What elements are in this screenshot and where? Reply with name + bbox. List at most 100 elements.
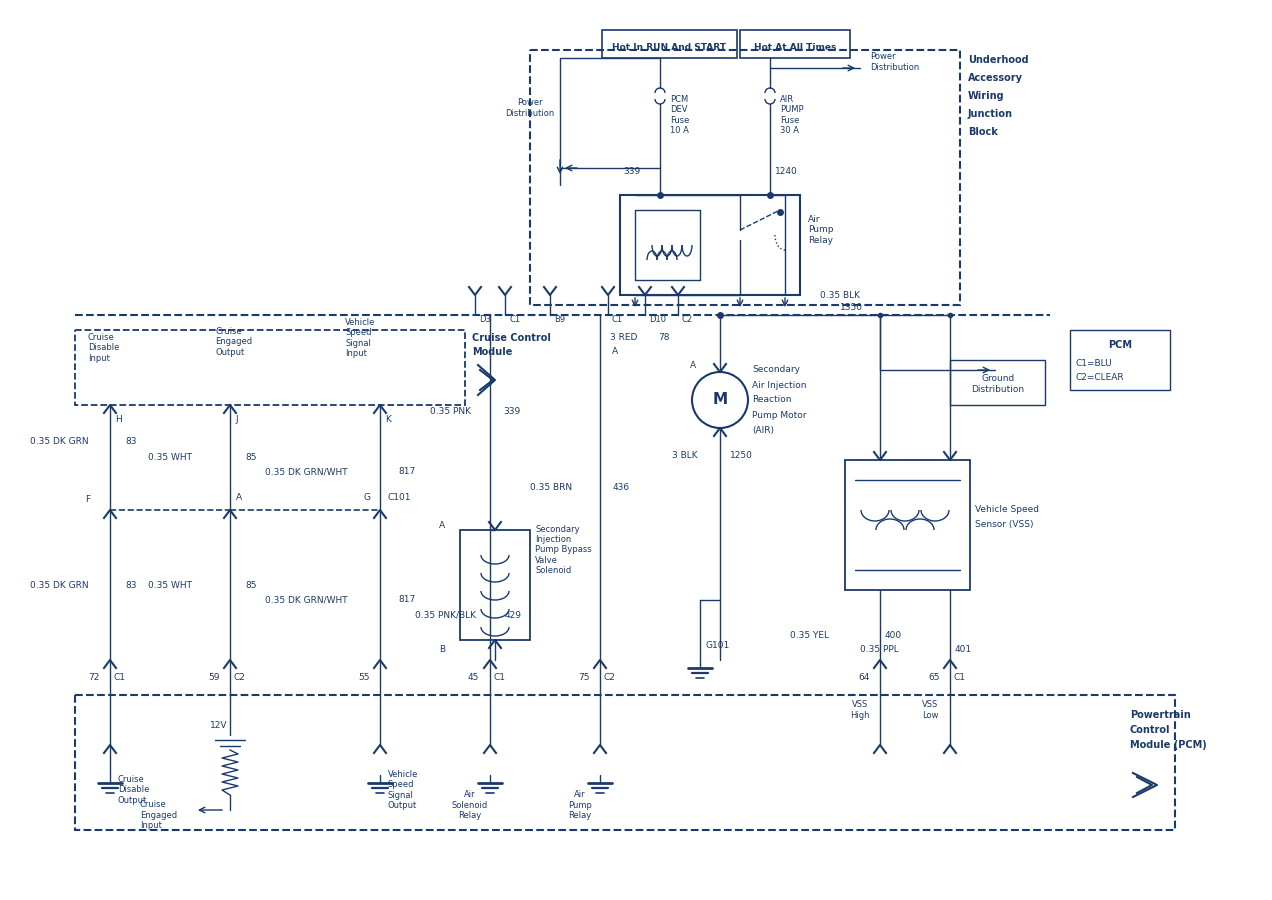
Text: 0.35 DK GRN/WHT: 0.35 DK GRN/WHT [265, 467, 347, 476]
Text: A: A [689, 361, 696, 370]
Text: B: B [439, 645, 445, 654]
Text: D3: D3 [480, 316, 491, 325]
Text: 817: 817 [398, 467, 415, 476]
Text: PCM
DEV
Fuse
10 A: PCM DEV Fuse 10 A [670, 95, 689, 135]
Text: Power
Distribution: Power Distribution [870, 52, 920, 72]
Text: Power
Distribution: Power Distribution [505, 98, 555, 118]
Text: C2: C2 [604, 673, 616, 682]
Text: 429: 429 [505, 610, 522, 619]
Text: (AIR): (AIR) [752, 426, 773, 435]
Text: 78: 78 [658, 332, 669, 341]
Text: 0.35 WHT: 0.35 WHT [148, 453, 192, 462]
Text: Cruise
Disable
Input: Cruise Disable Input [88, 333, 120, 363]
Text: 0.35 PPL: 0.35 PPL [860, 645, 899, 654]
Text: Cruise
Engaged
Input: Cruise Engaged Input [140, 800, 177, 830]
Text: 0.35 YEL: 0.35 YEL [790, 631, 829, 640]
Text: 0.35 BLK: 0.35 BLK [820, 291, 860, 300]
Text: Secondary
Injection
Pump Bypass
Valve
Solenoid: Secondary Injection Pump Bypass Valve So… [536, 525, 591, 575]
Text: Cruise
Engaged
Output: Cruise Engaged Output [215, 327, 252, 357]
Text: 3 RED: 3 RED [611, 332, 637, 341]
Text: C2=CLEAR: C2=CLEAR [1075, 374, 1123, 382]
Text: 0.35 WHT: 0.35 WHT [148, 580, 192, 590]
Text: J: J [235, 415, 238, 424]
Text: Reaction: Reaction [752, 395, 791, 404]
Text: C1: C1 [509, 316, 520, 325]
Text: 0.35 BRN: 0.35 BRN [530, 482, 572, 491]
Text: Module: Module [472, 347, 513, 357]
Text: 64: 64 [859, 673, 869, 682]
Bar [75, 330, 466, 405]
Text: 401: 401 [955, 645, 972, 654]
Text: 3 BLK: 3 BLK [672, 451, 697, 460]
Text: VSS
High: VSS High [850, 700, 870, 720]
Bar [845, 460, 971, 590]
Bar [75, 695, 1175, 830]
Text: Hot In RUN And START: Hot In RUN And START [612, 42, 726, 51]
Text: 0.35 DK GRN: 0.35 DK GRN [31, 437, 89, 446]
Text: 1240: 1240 [775, 167, 798, 176]
Text: Air
Pump
Relay: Air Pump Relay [808, 215, 833, 245]
Text: F: F [85, 496, 90, 505]
Text: PCM: PCM [1108, 340, 1132, 350]
Text: C1: C1 [114, 673, 126, 682]
Text: 0.35 PNK: 0.35 PNK [430, 408, 471, 417]
Text: Ground
Distribution: Ground Distribution [972, 374, 1024, 393]
Bar [602, 30, 736, 58]
Text: C2: C2 [234, 673, 245, 682]
Text: 59: 59 [209, 673, 220, 682]
Text: Cruise Control: Cruise Control [472, 333, 551, 343]
Bar [950, 360, 1046, 405]
Text: 0.35 DK GRN/WHT: 0.35 DK GRN/WHT [265, 596, 347, 605]
Text: 65: 65 [929, 673, 940, 682]
Text: Wiring: Wiring [968, 91, 1005, 101]
Text: AIR
PUMP
Fuse
30 A: AIR PUMP Fuse 30 A [780, 95, 804, 135]
Text: 1250: 1250 [730, 451, 753, 460]
Text: Vehicle
Speed
Signal
Input: Vehicle Speed Signal Input [345, 318, 375, 358]
Text: Vehicle Speed: Vehicle Speed [976, 506, 1039, 515]
Text: Block: Block [968, 127, 997, 137]
Text: A: A [612, 346, 618, 356]
Text: Cruise
Disable
Output: Cruise Disable Output [118, 775, 149, 805]
Text: 436: 436 [613, 482, 630, 491]
Text: B9: B9 [555, 316, 565, 325]
Text: 339: 339 [502, 408, 520, 417]
Text: 0.35 PNK/BLK: 0.35 PNK/BLK [415, 610, 476, 619]
Bar [460, 530, 530, 640]
Text: Powertrain: Powertrain [1130, 710, 1191, 720]
Text: Air Injection: Air Injection [752, 381, 806, 390]
Text: 1350: 1350 [840, 302, 862, 311]
Text: M: M [712, 392, 728, 408]
Text: Accessory: Accessory [968, 73, 1023, 83]
Bar [1070, 330, 1170, 390]
Text: 83: 83 [125, 580, 136, 590]
Text: 12V: 12V [210, 721, 228, 730]
Text: 85: 85 [245, 580, 257, 590]
Text: 85: 85 [245, 453, 257, 462]
Text: 339: 339 [623, 167, 640, 176]
Text: C1: C1 [612, 316, 623, 325]
Text: C1=BLU: C1=BLU [1075, 358, 1112, 367]
Text: A: A [237, 493, 242, 502]
Bar [619, 195, 800, 295]
Bar [740, 30, 850, 58]
Text: H: H [114, 415, 122, 424]
Text: Pump Motor: Pump Motor [752, 410, 806, 419]
Text: G101: G101 [705, 641, 729, 650]
Text: Secondary: Secondary [752, 365, 800, 374]
Text: Underhood: Underhood [968, 55, 1029, 65]
Text: 45: 45 [468, 673, 480, 682]
Text: D10: D10 [649, 316, 667, 325]
Text: Hot At All Times: Hot At All Times [754, 42, 836, 51]
Text: 83: 83 [125, 437, 136, 446]
Text: C101: C101 [388, 493, 412, 502]
Text: 400: 400 [885, 631, 902, 640]
Bar [530, 50, 960, 305]
Text: Sensor (VSS): Sensor (VSS) [976, 520, 1033, 529]
Text: K: K [385, 415, 391, 424]
Text: 817: 817 [398, 596, 415, 605]
Text: 72: 72 [88, 673, 99, 682]
Text: Air
Solenoid
Relay: Air Solenoid Relay [452, 790, 488, 820]
Text: 75: 75 [577, 673, 589, 682]
Text: C1: C1 [954, 673, 965, 682]
Text: 0.35 DK GRN: 0.35 DK GRN [31, 580, 89, 590]
